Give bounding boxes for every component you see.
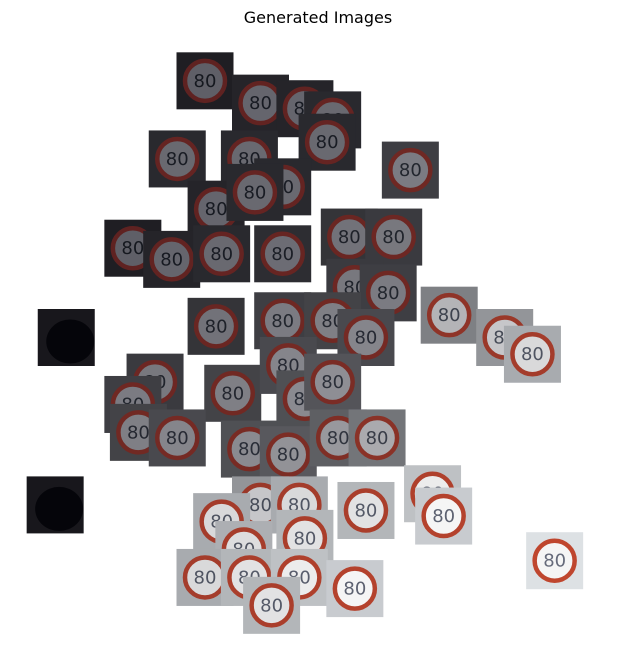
sign-number: 80	[166, 149, 189, 170]
image-thumbnail-point: 80	[187, 297, 245, 355]
sign-number: 80	[249, 93, 272, 114]
image-thumbnail-point: 80	[204, 364, 262, 422]
sign-number: 80	[316, 132, 339, 153]
image-thumbnail-point: 80	[503, 325, 561, 383]
image-thumbnail-point: 80	[148, 409, 206, 467]
sign-number: 80	[221, 383, 244, 404]
sign-number: 80	[271, 311, 294, 332]
image-thumbnail-point: 80	[415, 487, 473, 545]
image-thumbnail-point: 80	[254, 225, 312, 283]
image-thumbnail-point: 80	[298, 113, 356, 171]
sign-number: 80	[205, 199, 228, 220]
image-thumbnail-point: 80	[193, 225, 251, 283]
image-thumbnail-point: 80	[526, 532, 584, 590]
sign-number: 80	[543, 551, 566, 572]
sign-number: 80	[321, 372, 344, 393]
sign-number: 80	[343, 579, 366, 600]
image-thumbnail-point: 80	[259, 426, 317, 484]
image-thumbnail-point: 80	[326, 560, 384, 618]
image-thumbnail-point: 80	[304, 353, 362, 411]
points-layer: 80 80 80 80 80 80 80 80 80 80 80 80 80 80 80 80 80 80 80 80…	[26, 52, 584, 634]
sign-number: 80	[277, 445, 300, 466]
chart-title: Generated Images	[243, 8, 393, 27]
sign-number: 80	[249, 495, 272, 516]
image-thumbnail-point: 80	[176, 52, 234, 110]
sign-number: 80	[160, 249, 183, 270]
image-thumbnail-point	[26, 476, 84, 534]
image-thumbnail-point: 80	[359, 264, 417, 322]
image-thumbnail-point: 80	[226, 163, 284, 221]
sign-number: 80	[382, 227, 405, 248]
sign-number: 80	[521, 344, 544, 365]
sign-number: 80	[271, 244, 294, 265]
sign-number: 80	[377, 283, 400, 304]
image-thumbnail-point: 80	[148, 130, 206, 188]
sign-number: 80	[166, 428, 189, 449]
sign-number: 80	[366, 428, 389, 449]
sign-number: 80	[194, 71, 217, 92]
sign-number: 80	[127, 422, 150, 443]
sign-number: 80	[260, 595, 283, 616]
image-thumbnail-point: 80	[337, 481, 395, 539]
sign-number: 80	[438, 305, 461, 326]
image-thumbnail-point: 80	[243, 576, 301, 634]
sign-number: 80	[238, 439, 261, 460]
image-thumbnail-point: 80	[337, 309, 395, 366]
image-thumbnail-point	[37, 309, 95, 366]
sign-number: 80	[327, 428, 350, 449]
sign-number: 80	[354, 328, 377, 349]
sign-number: 80	[293, 528, 316, 549]
sign-number: 80	[194, 567, 217, 588]
sign-number: 80	[205, 316, 228, 337]
sign-number: 80	[432, 506, 455, 527]
image-thumbnail-point: 80	[381, 141, 439, 199]
sign-number: 80	[354, 500, 377, 521]
image-thumbnail-point: 80	[365, 208, 423, 266]
sign-number: 80	[338, 227, 361, 248]
sign-number: 80	[399, 160, 422, 181]
image-thumbnail-point: 80	[348, 409, 406, 467]
sign-number: 80	[121, 238, 144, 259]
image-thumbnail-point: 80	[420, 286, 478, 344]
sign-number: 80	[243, 182, 266, 203]
sign-number: 80	[210, 244, 233, 265]
image-thumbnail-point: 80	[143, 230, 201, 288]
